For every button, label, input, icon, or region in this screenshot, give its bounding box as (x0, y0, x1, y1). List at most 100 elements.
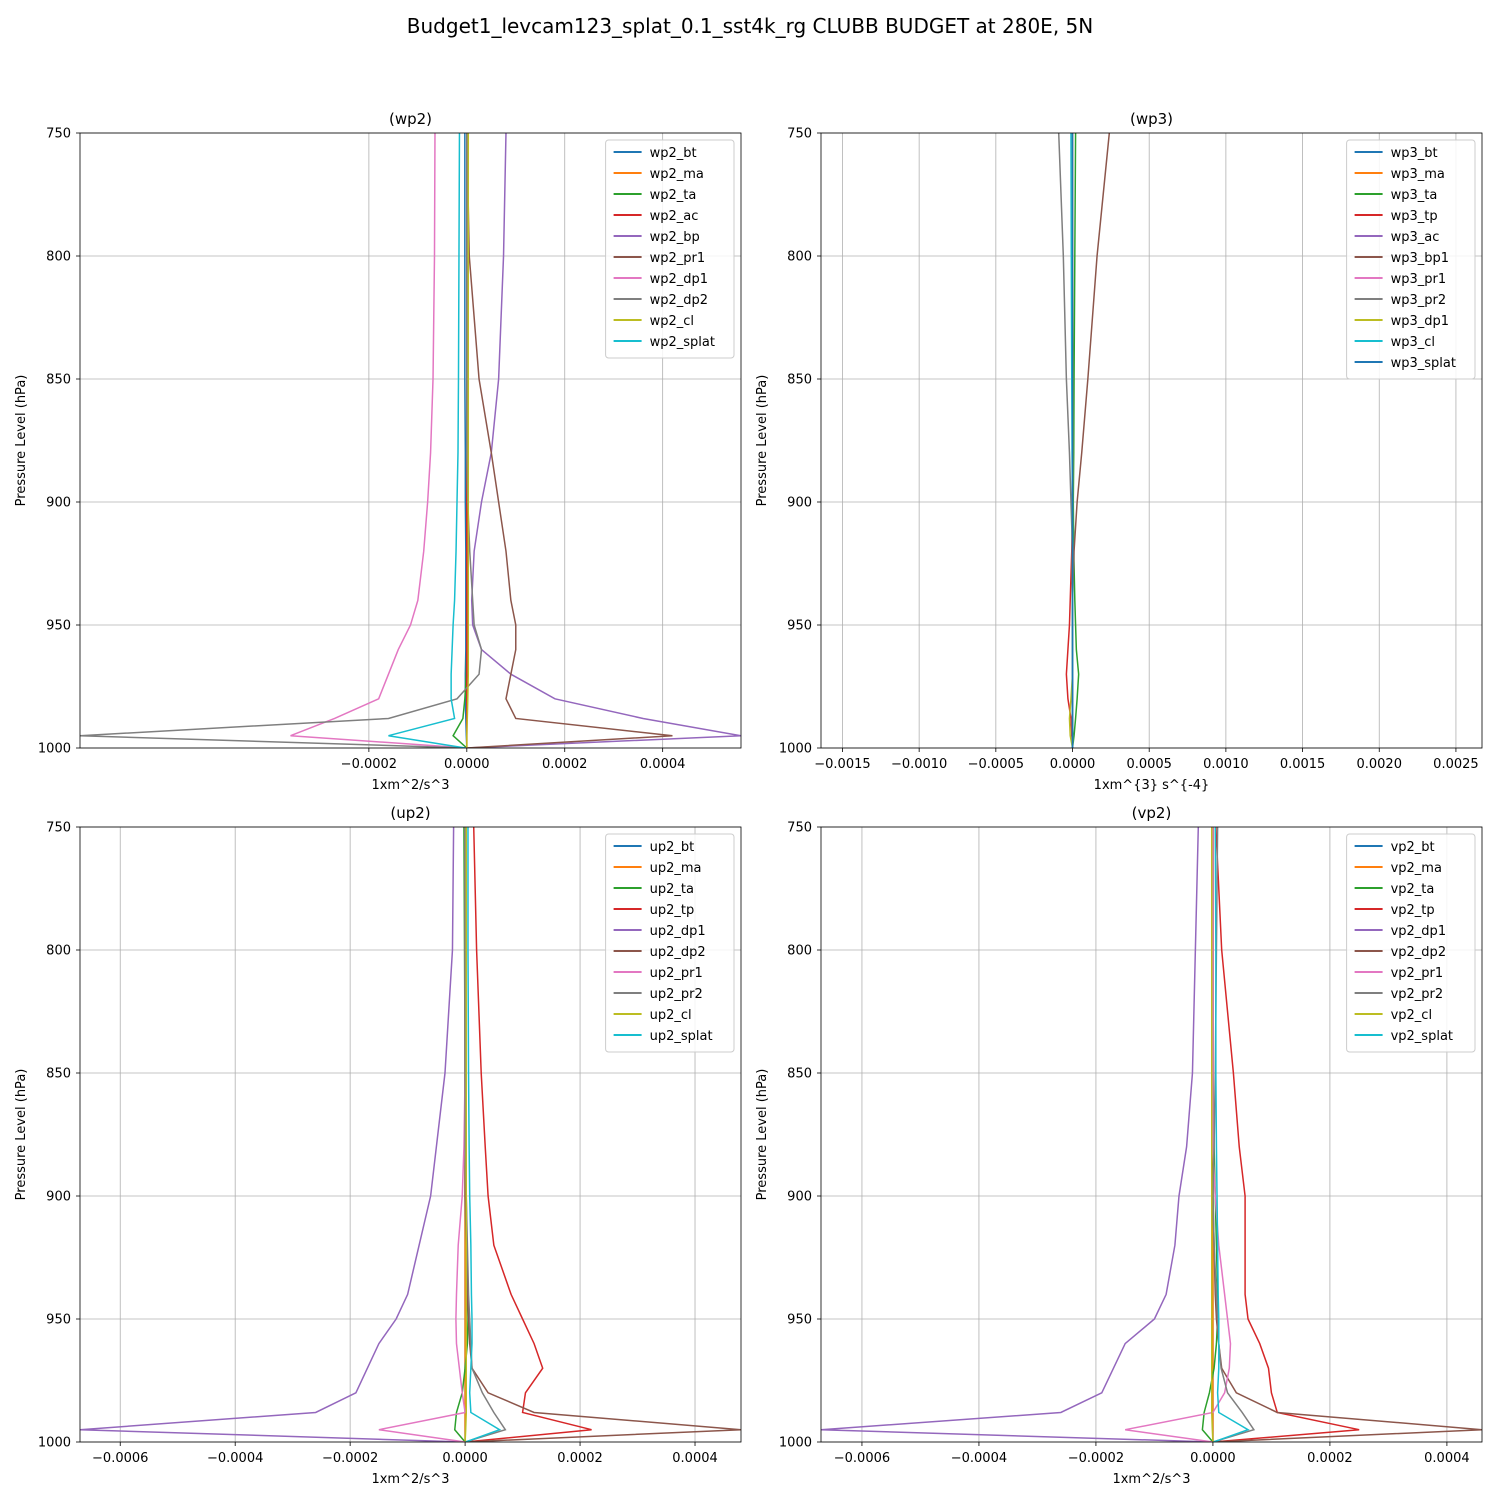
series-line-vp2_tp (1212, 827, 1360, 1442)
y-tick-label: 800 (46, 944, 71, 959)
y-tick-label: 900 (787, 1190, 812, 1205)
series-line-up2_pr2 (464, 827, 507, 1442)
x-tick-label: 0.0002 (542, 757, 588, 772)
x-tick-label: 0.0010 (1203, 757, 1249, 772)
x-tick-label: 0.0004 (672, 1451, 718, 1466)
legend-label-up2_dp2: up2_dp2 (650, 945, 706, 960)
legend-label-wp3_pr1: wp3_pr1 (1391, 272, 1447, 287)
legend-label-wp3_ma: wp3_ma (1391, 167, 1445, 182)
legend-label-wp2_bt: wp2_bt (650, 146, 697, 161)
x-tick-label: −0.0004 (951, 1451, 1007, 1466)
series-line-wp3_bp1 (1071, 133, 1111, 748)
legend-label-wp3_cl: wp3_cl (1391, 335, 1435, 350)
y-tick-label: 1000 (779, 1436, 812, 1451)
y-tick-label: 750 (46, 127, 71, 142)
y-axis-label: Pressure Level (hPa) (14, 1069, 29, 1201)
series-line-wp2_dp2 (80, 133, 483, 748)
y-tick-label: 850 (46, 1067, 71, 1082)
x-axis-label: 1xm^2/s^3 (1112, 1472, 1190, 1487)
legend-label-wp3_ta: wp3_ta (1391, 188, 1438, 203)
series-line-up2_tp (465, 827, 592, 1442)
legend-label-vp2_ma: vp2_ma (1391, 861, 1442, 876)
legend: wp2_bt wp2_ma wp2_ta wp2_ac wp2_bp wp2_pr1 wp2… (605, 139, 735, 359)
chart-panel-0: −0.0002 0.0000 0.0002 0.0004 750 800 850 900 950… (14, 110, 742, 793)
x-tick-label: 0.0004 (1424, 1451, 1470, 1466)
legend-label-vp2_splat: vp2_splat (1391, 1029, 1453, 1044)
series-line-wp3_ta (1071, 133, 1080, 748)
x-tick-label: 0.0000 (444, 757, 490, 772)
chart-panel-1: −0.0015 −0.0010 −0.0005 0.0000 0.0005 0.0010 0… (755, 110, 1483, 793)
x-tick-label: −0.0004 (207, 1451, 263, 1466)
legend-label-up2_dp1: up2_dp1 (650, 924, 706, 939)
y-tick-label: 950 (787, 1313, 812, 1328)
x-tick-label: −0.0002 (341, 757, 397, 772)
legend-label-wp2_bp: wp2_bp (650, 230, 700, 245)
x-axis-label: 1xm^2/s^3 (371, 1472, 449, 1487)
series-line-wp2_bt (464, 133, 468, 748)
chart-panel-3: −0.0006 −0.0004 −0.0002 0.0000 0.0002 0.0004 7… (755, 804, 1483, 1487)
x-tick-label: −0.0002 (322, 1451, 378, 1466)
x-tick-label: 0.0000 (1050, 757, 1096, 772)
y-tick-label: 750 (46, 821, 71, 836)
y-tick-label: 1000 (38, 1436, 71, 1451)
x-tick-label: 0.0005 (1126, 757, 1172, 772)
legend-label-wp2_cl: wp2_cl (650, 314, 694, 329)
axes-frame (820, 826, 1483, 1443)
series-group (80, 827, 741, 1442)
legend: up2_bt up2_ma up2_ta up2_tp up2_dp1 up2_dp2up… (605, 833, 735, 1053)
legend-label-wp2_dp2: wp2_dp2 (650, 293, 708, 308)
legend-label-wp3_dp1: wp3_dp1 (1391, 314, 1449, 329)
y-axis-label: Pressure Level (hPa) (14, 375, 29, 507)
x-tick-label: −0.0010 (891, 757, 947, 772)
y-tick-label: 900 (46, 496, 71, 511)
series-line-wp3_pr2 (1057, 133, 1074, 748)
chart-title: (vp2) (1132, 804, 1172, 822)
legend-label-up2_tp: up2_tp (650, 903, 695, 918)
legend-label-wp2_pr1: wp2_pr1 (650, 251, 706, 266)
x-tick-label: −0.0015 (814, 757, 870, 772)
x-tick-label: −0.0006 (92, 1451, 148, 1466)
y-tick-label: 850 (787, 1067, 812, 1082)
legend-label-vp2_dp1: vp2_dp1 (1391, 924, 1447, 939)
chart-title: (wp3) (1130, 110, 1173, 128)
series-line-vp2_splat (1213, 827, 1250, 1442)
y-tick-label: 800 (787, 250, 812, 265)
x-tick-label: 0.0004 (640, 757, 686, 772)
legend-label-wp3_bt: wp3_bt (1391, 146, 1438, 161)
axes-frame (79, 132, 742, 749)
series-line-wp2_pr1 (466, 133, 673, 748)
series-line-up2_cl (464, 827, 467, 1442)
legend-label-wp2_splat: wp2_splat (650, 335, 715, 350)
y-tick-label: 950 (46, 1313, 71, 1328)
series-group (821, 827, 1482, 1442)
y-axis-label: Pressure Level (hPa) (755, 1069, 770, 1201)
x-tick-label: 0.0002 (557, 1451, 603, 1466)
series-line-up2_splat (465, 827, 502, 1442)
y-tick-label: 900 (46, 1190, 71, 1205)
x-tick-label: 0.0000 (442, 1451, 488, 1466)
series-line-wp2_dp1 (290, 133, 467, 748)
legend-label-vp2_pr2: vp2_pr2 (1391, 987, 1444, 1002)
legend: vp2_bt vp2_ma vp2_ta vp2_tp vp2_dp1 vp2_dp2vp… (1346, 833, 1476, 1053)
x-tick-label: 0.0002 (1307, 1451, 1353, 1466)
legend-label-vp2_tp: vp2_tp (1391, 903, 1435, 918)
series-line-vp2_pr1 (1125, 827, 1232, 1442)
x-tick-label: −0.0006 (834, 1451, 890, 1466)
x-tick-label: −0.0005 (968, 757, 1024, 772)
legend-label-wp2_ma: wp2_ma (650, 167, 704, 182)
series-line-wp2_bp (466, 133, 741, 748)
series-line-wp2_splat (388, 133, 466, 748)
x-axis-label: 1xm^2/s^3 (371, 778, 449, 793)
legend-label-wp3_splat: wp3_splat (1391, 356, 1456, 371)
legend-label-up2_splat: up2_splat (650, 1029, 713, 1044)
legend-label-vp2_pr1: vp2_pr1 (1391, 966, 1444, 981)
series-line-vp2_cl (1211, 827, 1214, 1442)
legend-label-vp2_dp2: vp2_dp2 (1391, 945, 1447, 960)
legend-label-wp3_tp: wp3_tp (1391, 209, 1438, 224)
y-axis-label: Pressure Level (hPa) (755, 375, 770, 507)
legend-label-wp2_ta: wp2_ta (650, 188, 697, 203)
legend-label-up2_pr1: up2_pr1 (650, 966, 703, 981)
y-tick-label: 1000 (38, 742, 71, 757)
y-tick-label: 800 (787, 944, 812, 959)
